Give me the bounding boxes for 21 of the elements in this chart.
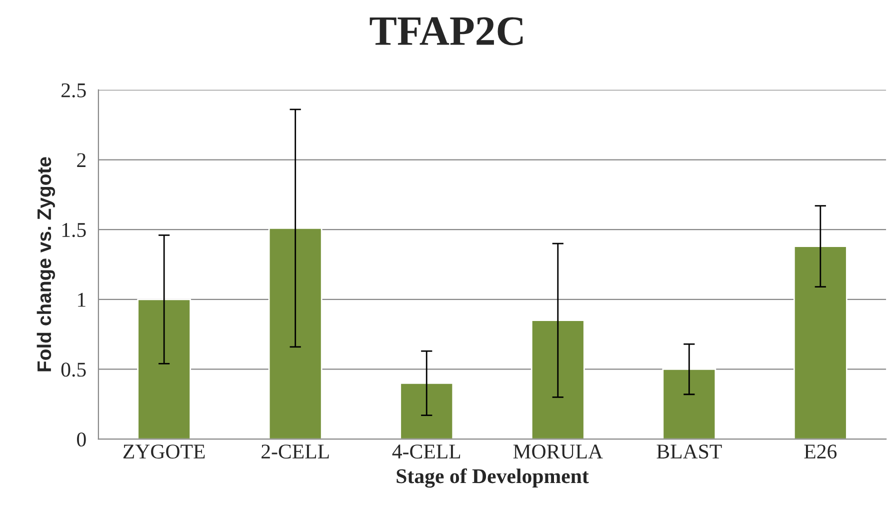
x-tick-label: BLAST	[656, 444, 722, 459]
x-tick-label: 4-CELL	[392, 444, 460, 459]
x-tick-label: E26	[804, 444, 837, 459]
bar	[530, 320, 585, 440]
bar	[400, 382, 454, 440]
y-tick-label: 0	[77, 432, 86, 447]
chart-title: TFAP2C	[370, 17, 523, 46]
x-axis-title: Stage of Development	[396, 468, 589, 488]
x-tick-label: MORULA	[513, 444, 603, 459]
y-tick-label: 1	[78, 292, 86, 307]
bar	[793, 246, 848, 440]
bar	[662, 368, 716, 440]
y-tick-label: 0.5	[61, 362, 86, 377]
bar	[137, 298, 192, 440]
y-tick-label: 2.5	[62, 83, 86, 98]
y-tick-label: 2	[77, 153, 86, 167]
bar	[268, 227, 322, 440]
y-axis-title: Fold change vs. Zygote	[36, 157, 56, 372]
x-tick-label: ZYGOTE	[123, 444, 205, 459]
y-tick-label: 1.5	[62, 223, 86, 238]
x-tick-label: 2-CELL	[262, 444, 329, 459]
